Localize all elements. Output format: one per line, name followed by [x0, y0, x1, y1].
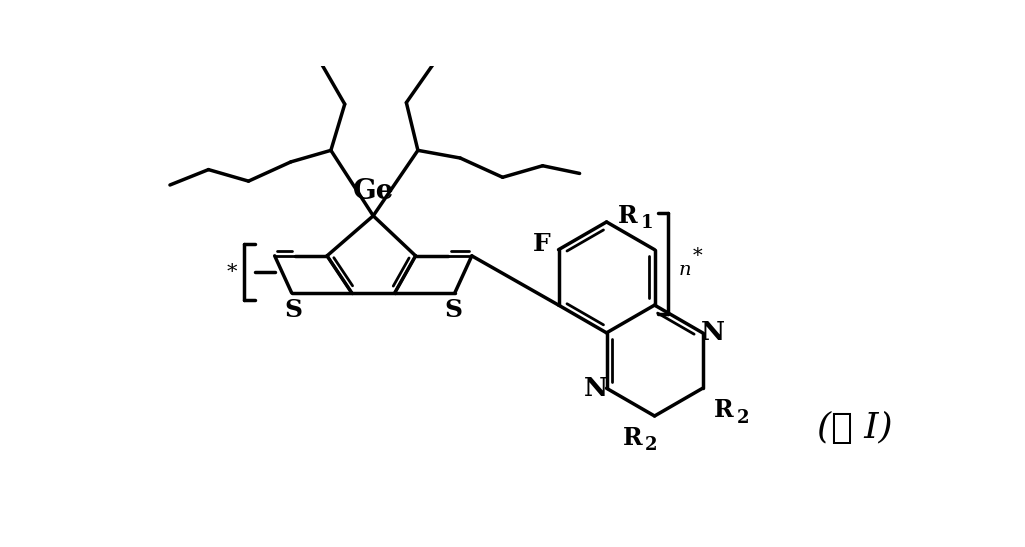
Text: S: S	[444, 298, 462, 322]
Text: (式 I): (式 I)	[817, 411, 893, 445]
Text: *: *	[693, 247, 702, 265]
Text: 1: 1	[641, 214, 653, 232]
Text: F: F	[533, 231, 550, 255]
Text: 2: 2	[736, 409, 749, 427]
Text: R: R	[618, 204, 638, 228]
Text: N: N	[584, 376, 608, 401]
Text: R: R	[623, 426, 643, 450]
Text: R: R	[714, 398, 734, 422]
Text: N: N	[701, 321, 726, 345]
Text: n: n	[680, 261, 692, 278]
Text: *: *	[227, 263, 237, 282]
Text: 2: 2	[645, 437, 658, 454]
Text: S: S	[284, 298, 302, 322]
Text: Ge: Ge	[353, 178, 394, 205]
